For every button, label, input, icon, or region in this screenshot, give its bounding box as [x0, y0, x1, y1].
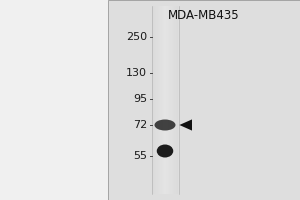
- Bar: [166, 6, 167, 194]
- Bar: [173, 6, 174, 194]
- Bar: [156, 6, 157, 194]
- Polygon shape: [179, 119, 192, 131]
- Bar: [152, 6, 153, 194]
- Bar: [164, 6, 165, 194]
- Bar: [161, 6, 162, 194]
- Text: 72: 72: [133, 120, 147, 130]
- Bar: [163, 6, 164, 194]
- Text: 250: 250: [126, 32, 147, 42]
- Bar: [177, 6, 178, 194]
- Bar: [162, 6, 163, 194]
- Text: 95: 95: [133, 94, 147, 104]
- Bar: [165, 6, 166, 194]
- Bar: [167, 6, 168, 194]
- Ellipse shape: [154, 119, 176, 130]
- Bar: [168, 6, 169, 194]
- Text: 55: 55: [133, 151, 147, 161]
- Bar: [160, 6, 161, 194]
- Bar: [158, 6, 159, 194]
- Text: MDA-MB435: MDA-MB435: [168, 9, 240, 22]
- Bar: [157, 6, 158, 194]
- Bar: [175, 6, 176, 194]
- Ellipse shape: [157, 144, 173, 158]
- Bar: [153, 6, 154, 194]
- Bar: [171, 6, 172, 194]
- Bar: [108, 0, 300, 200]
- Bar: [155, 6, 156, 194]
- Bar: [170, 6, 171, 194]
- Bar: [169, 6, 170, 194]
- Bar: [176, 6, 177, 194]
- Bar: [154, 6, 155, 194]
- Bar: [174, 6, 175, 194]
- Text: 130: 130: [126, 68, 147, 78]
- Bar: [172, 6, 173, 194]
- Bar: [159, 6, 160, 194]
